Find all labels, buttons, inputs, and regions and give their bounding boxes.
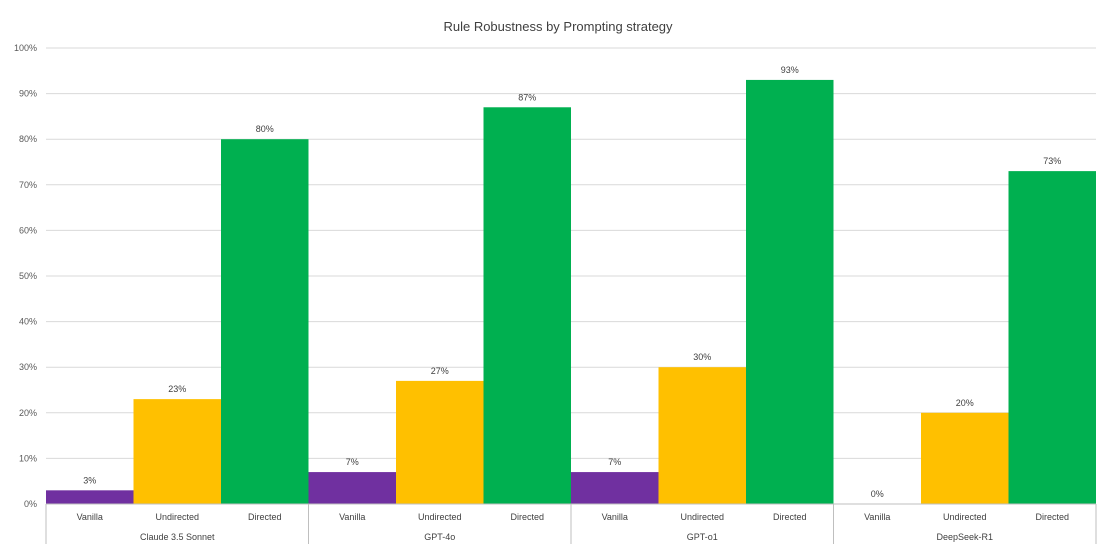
y-tick-label: 100% [14, 43, 37, 53]
y-tick-label: 60% [19, 225, 37, 235]
x-group-label: GPT-4o [424, 532, 455, 542]
bar-undirected [921, 412, 1009, 504]
bar-undirected [133, 399, 221, 504]
bar-directed [746, 79, 834, 505]
x-group-label: GPT-o1 [687, 532, 718, 542]
x-category-label: Directed [773, 512, 807, 522]
y-tick-label: 30% [19, 362, 37, 372]
data-label: 30% [693, 352, 711, 362]
bar-vanilla [46, 490, 134, 504]
y-tick-label: 80% [19, 134, 37, 144]
x-category-label: Vanilla [77, 512, 103, 522]
bar-directed [221, 139, 309, 504]
y-tick-label: 90% [19, 89, 37, 99]
bars: 3% 23% 80% 7% 27% 87% 7% 30% 93% 0% 20% 73% [46, 65, 1096, 505]
data-label: 80% [256, 124, 274, 134]
data-label: 3% [83, 475, 96, 485]
y-tick-label: 0% [24, 499, 37, 509]
bar-undirected [396, 380, 484, 504]
x-category-label: Undirected [155, 512, 199, 522]
x-axis: Vanilla Undirected Directed Claude 3.5 Sonn… [45, 503, 1097, 544]
x-category-label: Directed [248, 512, 282, 522]
data-label: 7% [608, 457, 621, 467]
x-category-label: Undirected [943, 512, 987, 522]
data-label: 73% [1043, 156, 1061, 166]
x-category-label: Undirected [418, 512, 462, 522]
bar-directed [483, 107, 571, 504]
x-category-label: Vanilla [602, 512, 628, 522]
x-category-label: Directed [510, 512, 544, 522]
bar-directed [1008, 171, 1096, 504]
y-tick-label: 50% [19, 271, 37, 281]
x-group-label: DeepSeek-R1 [936, 532, 993, 542]
x-category-label: Vanilla [864, 512, 890, 522]
data-label: 87% [518, 92, 536, 102]
y-tick-label: 40% [19, 317, 37, 327]
bar-undirected [658, 367, 746, 504]
data-label: 27% [431, 366, 449, 376]
y-axis: 0% 10% 20% 30% 40% 50% 60% 70% 80% 90% 100% [14, 43, 37, 509]
data-label: 0% [871, 489, 884, 499]
data-label: 93% [781, 65, 799, 75]
x-category-label: Directed [1035, 512, 1069, 522]
y-tick-label: 20% [19, 408, 37, 418]
y-tick-label: 70% [19, 180, 37, 190]
x-category-label: Undirected [680, 512, 724, 522]
data-label: 7% [346, 457, 359, 467]
x-group-label: Claude 3.5 Sonnet [140, 532, 215, 542]
data-label: 20% [956, 398, 974, 408]
chart-title: Rule Robustness by Prompting strategy [443, 19, 673, 34]
data-label: 23% [168, 384, 186, 394]
bar-vanilla [308, 472, 396, 504]
x-category-label: Vanilla [339, 512, 365, 522]
y-tick-label: 10% [19, 453, 37, 463]
bar-vanilla [571, 472, 659, 504]
